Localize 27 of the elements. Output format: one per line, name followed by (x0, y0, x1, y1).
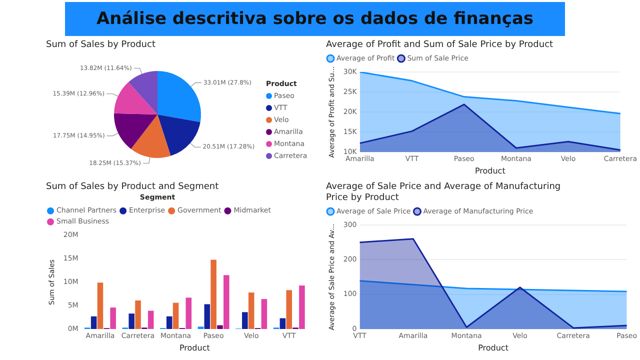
bar (204, 304, 210, 329)
bar (286, 290, 292, 329)
bar (186, 298, 192, 329)
bar (166, 316, 172, 329)
bar (242, 312, 248, 329)
x-axis-title: Product (474, 166, 506, 176)
bar (210, 260, 216, 329)
chart-title: Average of Sale Price and Average of Manufacturing Price by Product (325, 182, 562, 204)
bar (128, 314, 134, 329)
bar (224, 275, 230, 329)
bar (90, 316, 97, 329)
bar (135, 300, 141, 329)
bar (110, 307, 116, 329)
bar (217, 325, 223, 329)
x-axis-title: Product (478, 343, 508, 352)
bar (148, 310, 154, 329)
bar (299, 285, 305, 329)
chart-title: Sum of Sales by Product (45, 40, 156, 51)
x-axis-title: Product (179, 343, 210, 352)
text: Análise descritiva sobre os dados de finanças (65, 2, 565, 36)
bar (261, 299, 268, 329)
chart-title: Average of Profit and Sum of Sale Price by Product (325, 40, 554, 51)
bar (280, 318, 286, 329)
chart-title: Sum of Sales by Product and Segment (45, 182, 220, 193)
bar (172, 302, 179, 329)
bar (248, 292, 254, 329)
bar (97, 282, 104, 329)
